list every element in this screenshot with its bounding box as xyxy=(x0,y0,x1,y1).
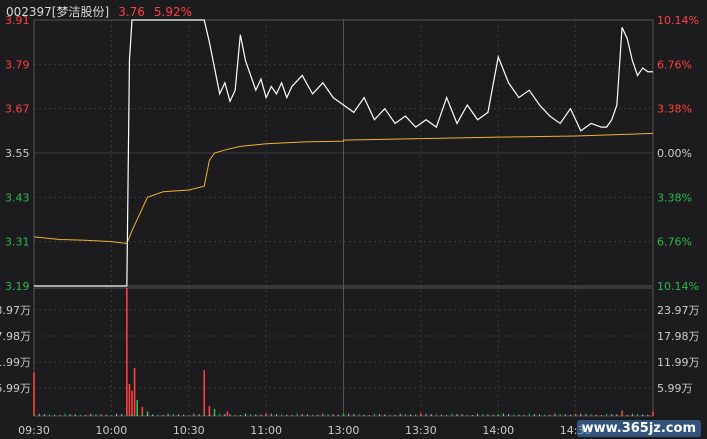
percent-tick-label: 10.14% xyxy=(657,14,699,27)
volume-tick-label: 11.99万 xyxy=(0,356,31,369)
change-percent: 5.92% xyxy=(153,5,193,19)
time-tick-label: 09:30 xyxy=(18,424,50,437)
average-price-line xyxy=(33,132,654,245)
time-tick-label: 10:30 xyxy=(173,424,205,437)
volume-tick-label: 23.97万 xyxy=(0,304,31,317)
time-tick-label: 11:00 xyxy=(250,424,282,437)
price-tick-label: 3.67 xyxy=(5,103,30,116)
percent-tick-label: 0.00% xyxy=(657,147,692,160)
price-tick-label: 3.31 xyxy=(5,236,30,249)
price-tick-label: 3.79 xyxy=(5,58,30,71)
price-line xyxy=(34,19,653,287)
price-panel-frame xyxy=(33,19,654,287)
time-tick-label: 13:30 xyxy=(405,424,437,437)
percent-tick-label: 6.76% xyxy=(657,58,692,71)
chart-header: 002397[梦洁股份] 3.76 5.92% xyxy=(6,3,192,20)
volume-tick-label-right: 5.99万 xyxy=(657,382,693,395)
percent-tick-label: 6.76% xyxy=(657,236,692,249)
price-tick-label: 3.19 xyxy=(5,280,30,293)
volume-tick-label: 17.98万 xyxy=(0,330,31,343)
time-tick-label: 14:00 xyxy=(482,424,514,437)
site-watermark: www.365jz.com xyxy=(576,420,701,437)
stock-code-name: 002397[梦洁股份] xyxy=(6,5,110,19)
time-tick-label: 10:00 xyxy=(96,424,128,437)
volume-tick-label: 5.99万 xyxy=(0,382,31,395)
time-tick-label: 13:00 xyxy=(328,424,360,437)
percent-tick-label: 10.14% xyxy=(657,280,699,293)
current-price: 3.76 xyxy=(118,5,145,19)
percent-tick-label: 3.38% xyxy=(657,191,692,204)
price-tick-label: 3.43 xyxy=(5,191,30,204)
price-tick-label: 3.55 xyxy=(5,147,30,160)
volume-tick-label-right: 23.97万 xyxy=(657,304,700,317)
volume-tick-label-right: 17.98万 xyxy=(657,330,700,343)
percent-tick-label: 3.38% xyxy=(657,103,692,116)
volume-tick-label-right: 11.99万 xyxy=(657,356,700,369)
price-tick-label: 3.91 xyxy=(5,14,30,27)
